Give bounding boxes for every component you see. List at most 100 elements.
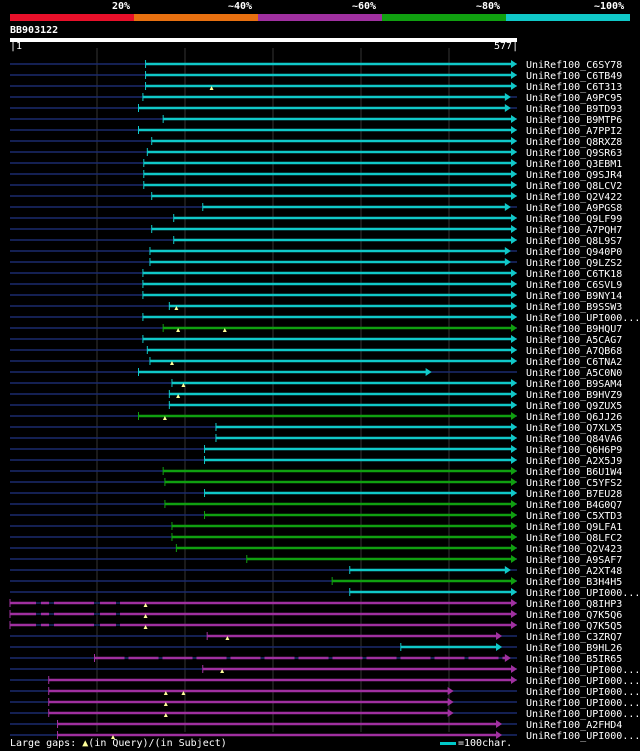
hit-row[interactable]: UniRef100_A2X5J9 [10, 456, 622, 467]
hit-label: UniRef100_UPI000... [526, 698, 640, 709]
hit-row[interactable]: UniRef100_A2FHD4 [10, 720, 622, 731]
hit-label: UniRef100_A9PGS8 [526, 203, 622, 214]
hit-label: UniRef100_B5IR65 [526, 654, 622, 665]
hit-row[interactable]: UniRef100_Q9LFA1 [10, 522, 622, 533]
hit-row[interactable]: UniRef100_UPI000... [10, 731, 640, 742]
hit-row[interactable]: UniRef100_Q8L9S7 [10, 236, 622, 247]
hit-label: UniRef100_B9HQU7 [526, 324, 622, 335]
hit-row[interactable]: UniRef100_B5IR65 [10, 654, 622, 665]
hit-row[interactable]: UniRef100_B9MTP6 [10, 115, 622, 126]
hit-row[interactable]: UniRef100_Q9SR63 [10, 148, 622, 159]
hit-row[interactable]: UniRef100_UPI000... [10, 676, 640, 687]
hit-row[interactable]: UniRef100_C5XTD3 [10, 511, 622, 522]
hit-row[interactable]: UniRef100_A5CAG7 [10, 335, 622, 346]
hit-row[interactable]: UniRef100_Q7K5Q5 [9, 621, 622, 632]
hit-label: UniRef100_A5CAG7 [526, 335, 622, 346]
hit-arrow-icon [447, 687, 454, 695]
hit-row[interactable]: UniRef100_A7PQH7 [10, 225, 622, 236]
hit-row[interactable]: UniRef100_C6TK18 [10, 269, 622, 280]
hit-row[interactable]: UniRef100_B9HVZ9 [10, 390, 622, 401]
hit-row[interactable]: UniRef100_Q8LFC2 [10, 533, 622, 544]
hit-row[interactable]: UniRef100_A9PC95 [10, 93, 622, 104]
hit-arrow-icon [511, 159, 517, 167]
hit-label: UniRef100_A2FHD4 [526, 720, 622, 731]
hit-row[interactable]: UniRef100_A7QB68 [10, 346, 622, 357]
hit-row[interactable]: UniRef100_C6SVL9 [10, 280, 622, 291]
hit-label: UniRef100_C6SVL9 [526, 280, 622, 291]
hit-row[interactable]: UniRef100_UPI000... [10, 687, 640, 698]
hit-row[interactable]: UniRef100_Q84VA6 [10, 434, 622, 445]
hit-row[interactable]: UniRef100_C5YFS2 [10, 478, 622, 489]
hit-arrow-icon [504, 566, 511, 574]
hit-row[interactable]: UniRef100_C6T313 [10, 82, 622, 93]
hit-label: UniRef100_C6TK18 [526, 269, 622, 280]
hit-arrow-icon [511, 489, 517, 497]
hit-arrow-icon [511, 390, 517, 398]
hit-row[interactable]: UniRef100_Q2V423 [10, 544, 622, 555]
hit-row[interactable]: UniRef100_C6SY78 [10, 60, 622, 71]
hit-arrow-icon [511, 423, 517, 431]
hit-row[interactable]: UniRef100_C6TNA2 [10, 357, 622, 368]
hit-row[interactable]: UniRef100_UPI000... [10, 313, 640, 324]
hit-row[interactable]: UniRef100_Q9SJR4 [10, 170, 622, 181]
hit-arrow-icon [447, 698, 454, 706]
hit-row[interactable]: UniRef100_UPI000... [10, 665, 640, 676]
hit-arrow-icon [511, 511, 517, 519]
hit-arrow-icon [511, 434, 517, 442]
hit-arrow-icon [511, 269, 517, 277]
gap-marker-icon [143, 614, 148, 618]
hit-row[interactable]: UniRef100_Q2V422 [10, 192, 622, 203]
hit-row[interactable]: UniRef100_Q8IHP3 [9, 599, 622, 610]
hit-row[interactable]: UniRef100_B9TD93 [10, 104, 622, 115]
hit-row[interactable]: UniRef100_B9HQU7 [10, 324, 622, 335]
hit-arrow-icon [511, 676, 517, 684]
hit-arrow-icon [511, 126, 517, 134]
hit-row[interactable]: UniRef100_Q940P0 [10, 247, 622, 258]
hit-row[interactable]: UniRef100_Q9LF99 [10, 214, 622, 225]
hit-label: UniRef100_Q9SJR4 [526, 170, 622, 181]
hit-label: UniRef100_A7QB68 [526, 346, 622, 357]
hit-row[interactable]: UniRef100_A7PPI2 [10, 126, 622, 137]
hit-row[interactable]: UniRef100_A2XT48 [10, 566, 622, 577]
hit-row[interactable]: UniRef100_B9SSW3 [10, 302, 622, 313]
hit-arrow-icon [511, 181, 517, 189]
hit-row[interactable]: UniRef100_Q7K5Q6 [9, 610, 622, 621]
hit-row[interactable]: UniRef100_A9SAF7 [10, 555, 622, 566]
hit-row[interactable]: UniRef100_Q8LCV2 [10, 181, 622, 192]
hit-arrow-icon [511, 335, 517, 343]
ruler-end: 577| [494, 41, 519, 52]
hit-label: UniRef100_Q8RXZ8 [526, 137, 622, 148]
hit-row[interactable]: UniRef100_Q6H6P9 [10, 445, 622, 456]
hit-row[interactable]: UniRef100_A5C0N0 [10, 368, 622, 379]
hit-row[interactable]: UniRef100_UPI000... [10, 698, 640, 709]
hit-label: UniRef100_UPI000... [526, 676, 640, 687]
hit-row[interactable]: UniRef100_B6U1W4 [10, 467, 622, 478]
hit-row[interactable]: UniRef100_B9HL26 [10, 643, 622, 654]
hit-row[interactable]: UniRef100_UPI000... [10, 588, 640, 599]
hit-row[interactable]: UniRef100_Q9ZUX5 [10, 401, 622, 412]
hit-label: UniRef100_Q6H6P9 [526, 445, 622, 456]
hit-row[interactable]: UniRef100_B9NY14 [10, 291, 622, 302]
hit-row[interactable]: UniRef100_Q6JJ26 [10, 412, 622, 423]
scale-label-20: 20% [112, 1, 131, 12]
hit-arrow-icon [511, 533, 517, 541]
hit-row[interactable]: UniRef100_C3ZRQ7 [10, 632, 622, 643]
hit-label: UniRef100_B9NY14 [526, 291, 622, 302]
hit-arrow-icon [511, 346, 517, 354]
hit-arrow-icon [511, 302, 517, 310]
hit-row[interactable]: UniRef100_UPI000... [10, 709, 640, 720]
hit-row[interactable]: UniRef100_B9SAM4 [10, 379, 622, 390]
hit-row[interactable]: UniRef100_B7EU28 [10, 489, 622, 500]
hit-row[interactable]: UniRef100_Q3EBM1 [10, 159, 622, 170]
hit-row[interactable]: UniRef100_A9PGS8 [10, 203, 622, 214]
hit-label: UniRef100_C6TB49 [526, 71, 622, 82]
hit-arrow-icon [511, 192, 517, 200]
hit-label: UniRef100_C6SY78 [526, 60, 622, 71]
hit-row[interactable]: UniRef100_Q8RXZ8 [10, 137, 622, 148]
hit-row[interactable]: UniRef100_B3H4H5 [10, 577, 622, 588]
hit-row[interactable]: UniRef100_B4G0Q7 [10, 500, 622, 511]
hit-row[interactable]: UniRef100_Q7XLX5 [10, 423, 622, 434]
hit-row[interactable]: UniRef100_C6TB49 [10, 71, 622, 82]
hit-row[interactable]: UniRef100_Q9LZS2 [10, 258, 622, 269]
